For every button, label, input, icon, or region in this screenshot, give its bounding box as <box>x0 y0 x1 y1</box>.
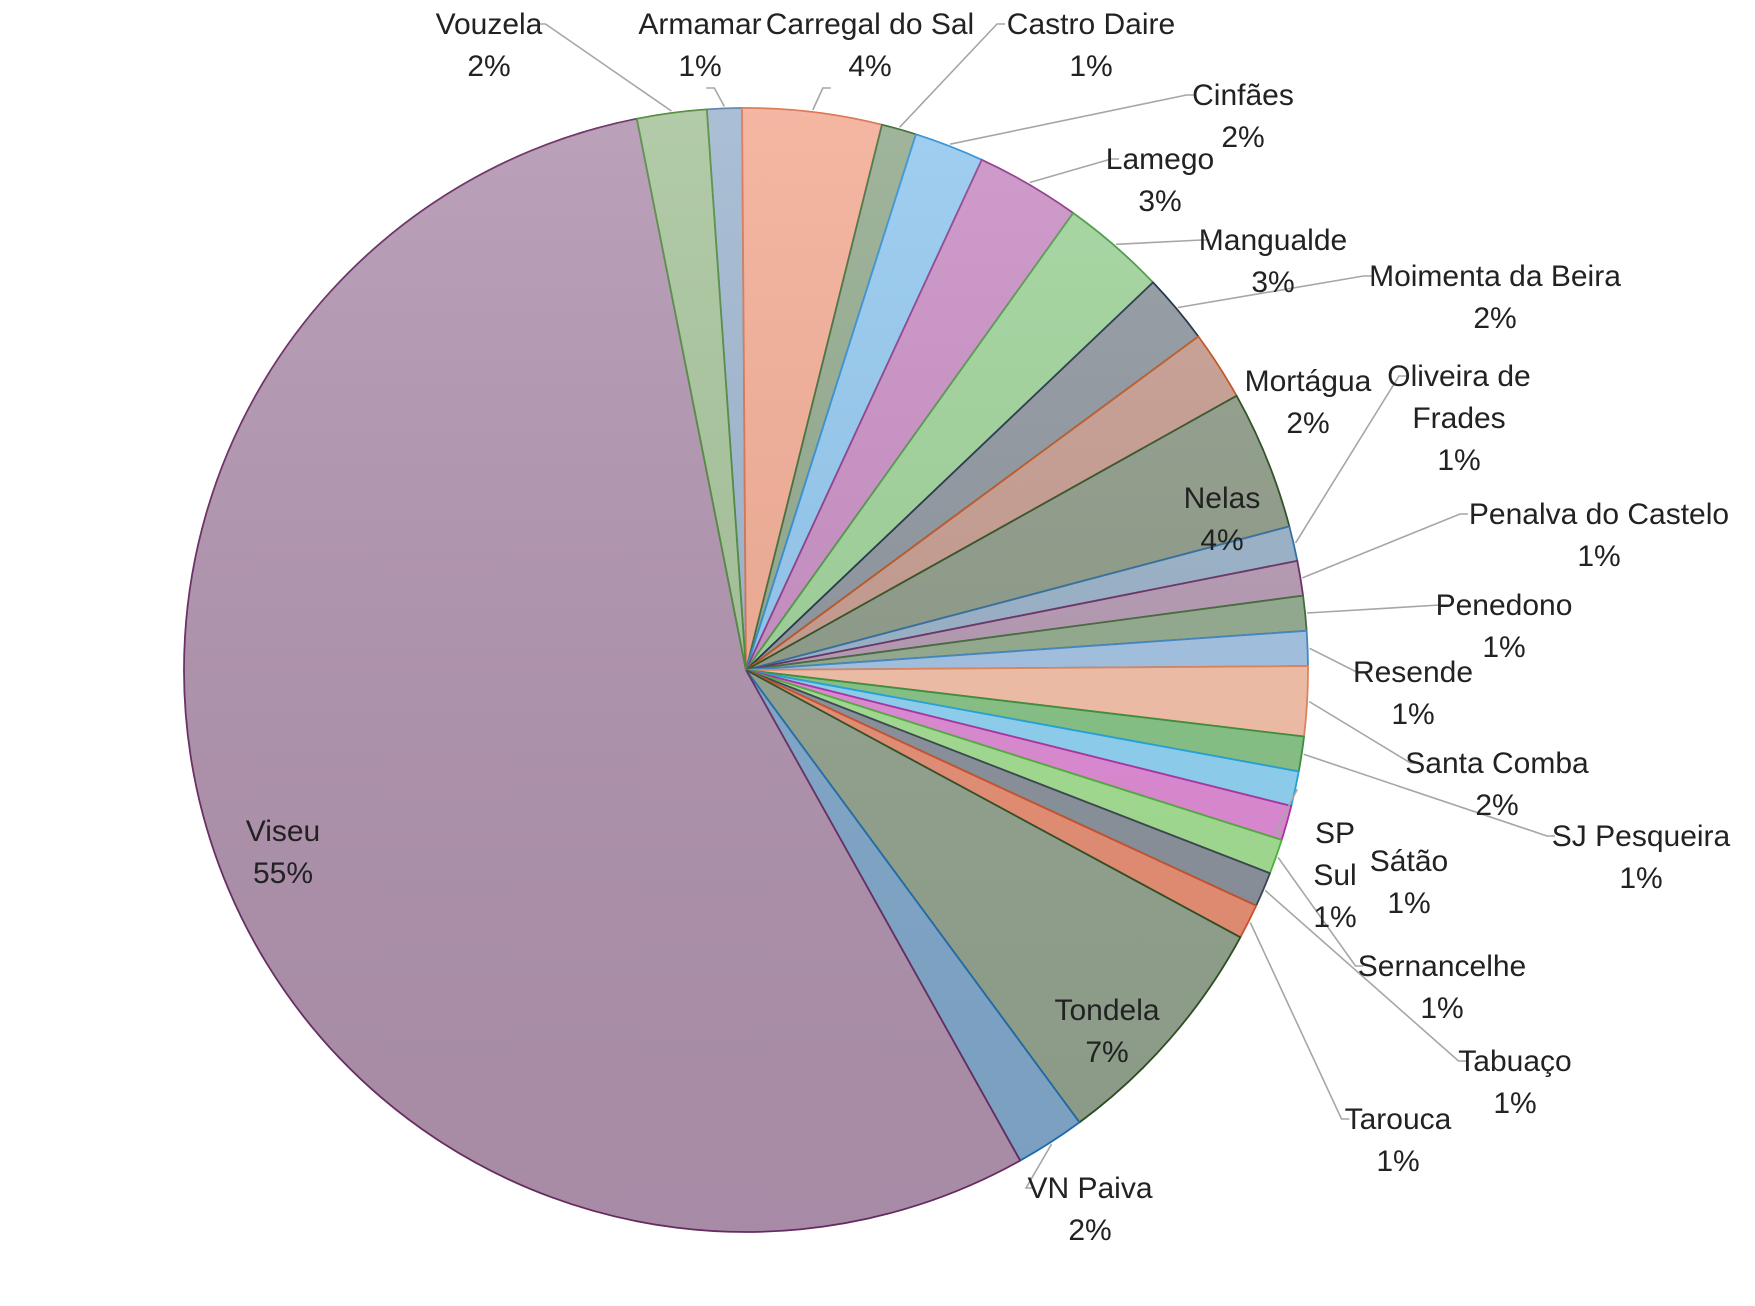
slice-label-sj-pesqueira: SJ Pesqueira 1% <box>1552 820 1731 895</box>
leader-line-tarouca <box>1249 922 1350 1120</box>
pie-slices <box>183 107 1309 1233</box>
leader-line-armamar <box>706 87 726 107</box>
slice-label-sp-sul: SP Sul 1% <box>1313 817 1356 934</box>
leader-line-vouzela <box>537 23 672 112</box>
leader-line-sj-pesqueira <box>1303 753 1555 837</box>
slice-label-penedono: Penedono 1% <box>1436 589 1573 664</box>
slice-label-cinfaes: Cinfães 2% <box>1192 79 1294 154</box>
slice-label-mangualde: Mangualde 3% <box>1199 224 1347 299</box>
leader-line-carregal-do-sal <box>812 87 831 111</box>
slice-label-moimenta-da-beira: Moimenta da Beira 2% <box>1369 260 1621 335</box>
leader-line-penedono <box>1307 604 1448 614</box>
slice-label-viseu: Viseu 55% <box>246 815 321 890</box>
leader-line-sernancelhe <box>1277 856 1364 967</box>
slice-label-sernancelhe: Sernancelhe 1% <box>1358 950 1526 1025</box>
leader-line-santa-comba <box>1308 700 1419 764</box>
leader-line-resende <box>1309 647 1365 673</box>
leader-line-sp-sul <box>1273 788 1299 834</box>
leader-line-cinfaes <box>949 94 1195 145</box>
leader-lines <box>537 23 1555 1189</box>
slice-label-satao: Sátão 1% <box>1370 845 1448 920</box>
slice-labels: Armamar 1%Carregal do Sal 4% Castro Daire 1%… <box>246 8 1731 1247</box>
slice-label-armamar: Armamar 1% <box>638 8 761 83</box>
leader-line-tabuaco <box>1264 889 1467 1062</box>
leader-line-mangualde <box>1115 239 1210 246</box>
slice-label-vouzela: Vouzela 2% <box>436 8 543 83</box>
slice-label-vn-paiva: VN Paiva 2% <box>1027 1172 1152 1247</box>
slice-label-nelas: Nelas 4% <box>1184 482 1261 557</box>
leader-line-penalva-do-castelo <box>1302 513 1468 579</box>
leader-line-moimenta-da-beira <box>1177 275 1372 309</box>
leader-line-castro-daire <box>899 23 1005 128</box>
slice-label-tabuaco: Tabuaço 1% <box>1458 1045 1571 1120</box>
slice-label-mortagua: Mortágua 2% <box>1245 365 1372 440</box>
leader-line-lamego <box>1029 158 1119 184</box>
slice-label-carregal-do-sal: Carregal do Sal 4% <box>766 8 974 83</box>
slice-label-santa-comba: Santa Comba 2% <box>1405 747 1589 822</box>
slice-label-lamego: Lamego 3% <box>1106 143 1214 218</box>
slice-label-resende: Resende 1% <box>1353 656 1473 731</box>
slice-label-penalva-do-castelo: Penalva do Castelo 1% <box>1469 498 1729 573</box>
slice-label-tondela: Tondela 7% <box>1054 994 1159 1069</box>
slice-label-oliveira-de-frades: Oliveira de Frades 1% <box>1387 360 1530 477</box>
leader-line-oliveira-de-frades <box>1294 375 1407 544</box>
slice-label-tarouca: Tarouca 1% <box>1345 1103 1452 1178</box>
leader-line-vn-paiva <box>1024 1143 1053 1189</box>
slice-label-castro-daire: Castro Daire 1% <box>1007 8 1175 83</box>
